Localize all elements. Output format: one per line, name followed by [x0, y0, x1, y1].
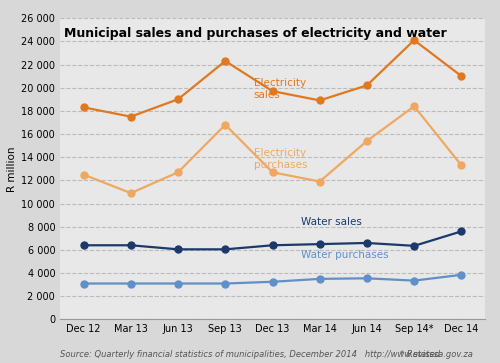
- Text: Municipal sales and purchases of electricity and water: Municipal sales and purchases of electri…: [64, 27, 447, 40]
- Text: Source: Quarterly financial statistics of municipalities, December 2014   http:/: Source: Quarterly financial statistics o…: [60, 350, 473, 359]
- Text: Water sales: Water sales: [301, 217, 362, 227]
- Y-axis label: R million: R million: [7, 146, 17, 192]
- Text: Electricity
purchases: Electricity purchases: [254, 148, 307, 170]
- Text: * Revised: * Revised: [400, 350, 440, 359]
- Text: Electricity
sales: Electricity sales: [254, 78, 306, 100]
- Text: Water purchases: Water purchases: [301, 250, 388, 260]
